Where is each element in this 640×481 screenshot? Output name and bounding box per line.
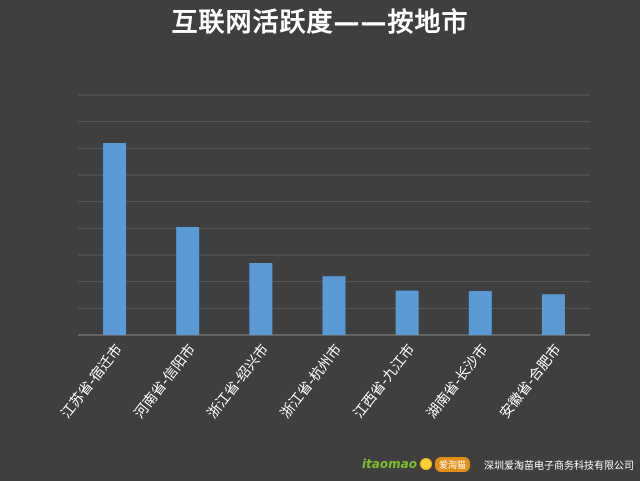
bar-6: [541, 294, 565, 335]
footer: itaomao 爱淘猫 深圳爱淘苗电子商务科技有限公司: [362, 453, 634, 475]
category-label-5: 湖南省-长沙市: [423, 341, 491, 422]
logo-text: itaomao: [361, 457, 417, 471]
category-label-6: 安徽省-合肥市: [496, 341, 564, 422]
bar-5: [468, 291, 492, 335]
bar-layer: [103, 143, 565, 335]
company-name: 深圳爱淘苗电子商务科技有限公司: [484, 460, 634, 472]
bar-3: [322, 276, 346, 335]
logo-badge: 爱淘猫: [434, 456, 470, 472]
bar-4: [395, 290, 419, 335]
category-label-2: 浙江省-绍兴市: [204, 341, 272, 422]
category-label-1: 河南省-信阳市: [131, 341, 199, 422]
logo: itaomao 爱淘猫: [361, 456, 470, 472]
label-layer: 江苏省-宿迁市 河南省-信阳市 浙江省-绍兴市 浙江省-杭州市 江西省-九江市 湖南省-长…: [57, 341, 564, 422]
bar-1: [176, 227, 200, 335]
category-label-0: 江苏省-宿迁市: [57, 341, 125, 422]
bar-2: [249, 263, 273, 335]
sun-icon: [419, 458, 432, 470]
bar-0: [103, 143, 127, 335]
category-label-3: 浙江省-杭州市: [277, 341, 345, 422]
category-label-4: 江西省-九江市: [350, 341, 418, 422]
chart-title: 互联网活跃度——按地市: [171, 8, 469, 38]
